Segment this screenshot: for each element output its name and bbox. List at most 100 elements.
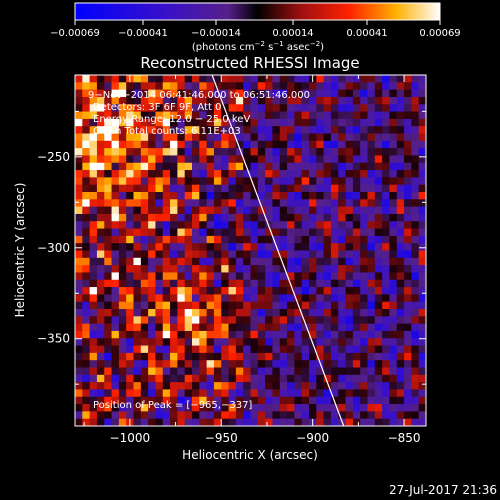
heatmap-cell xyxy=(360,294,368,302)
heatmap-cell xyxy=(323,177,332,185)
heatmap-cell xyxy=(235,170,244,178)
heatmap-cell xyxy=(140,199,149,207)
heatmap-cell xyxy=(382,235,390,244)
heatmap-cell xyxy=(404,243,412,251)
heatmap-cell xyxy=(213,148,222,156)
heatmap-cell xyxy=(257,96,266,105)
heatmap-cell xyxy=(338,272,346,281)
heatmap-cell xyxy=(228,396,237,405)
heatmap-cell xyxy=(82,243,90,251)
heatmap-cell xyxy=(272,111,281,120)
heatmap-cell xyxy=(404,82,412,90)
heatmap-cell xyxy=(411,323,419,332)
heatmap-cell xyxy=(411,213,419,222)
heatmap-cell xyxy=(243,148,251,156)
heatmap-cell xyxy=(96,404,105,412)
heatmap-cell xyxy=(111,272,120,281)
heatmap-cell xyxy=(162,411,171,419)
heatmap-cell xyxy=(316,89,324,98)
heatmap-cell xyxy=(330,272,339,281)
heatmap-cell xyxy=(235,118,244,127)
heatmap-cell xyxy=(287,272,295,281)
heatmap-cell xyxy=(118,294,127,302)
heatmap-cell xyxy=(228,104,237,112)
heatmap-cell xyxy=(360,330,368,339)
heatmap-cell xyxy=(389,155,398,164)
heatmap-cell xyxy=(221,118,229,127)
heatmap-cell xyxy=(330,177,339,185)
heatmap-cell xyxy=(287,389,295,398)
heatmap-cell xyxy=(82,148,90,156)
heatmap-cell xyxy=(213,228,222,237)
heatmap-cell xyxy=(360,228,368,237)
heatmap-cell xyxy=(418,170,426,178)
heatmap-cell xyxy=(213,155,222,164)
heatmap-cell xyxy=(389,118,398,127)
heatmap-cell xyxy=(309,360,317,368)
heatmap-cell xyxy=(213,243,222,251)
heatmap-cell xyxy=(170,221,178,229)
heatmap-cell xyxy=(162,301,171,310)
heatmap-cell xyxy=(360,235,368,244)
heatmap-cell xyxy=(272,75,281,83)
heatmap-cell xyxy=(118,352,127,361)
heatmap-cell xyxy=(382,323,390,332)
heatmap-cell xyxy=(272,374,281,383)
heatmap-cell xyxy=(148,330,156,339)
heatmap-cell xyxy=(221,170,229,178)
heatmap-cell xyxy=(104,184,112,193)
heatmap-cell xyxy=(265,250,273,259)
heatmap-cell xyxy=(265,177,273,185)
heatmap-cell xyxy=(206,199,215,207)
heatmap-cell xyxy=(75,126,83,134)
heatmap-cell xyxy=(162,367,171,376)
heatmap-cell xyxy=(213,104,222,112)
heatmap-cell xyxy=(148,184,156,193)
heatmap-cell xyxy=(111,89,120,98)
heatmap-cell xyxy=(213,257,222,266)
heatmap-cell xyxy=(265,192,273,200)
heatmap-cell xyxy=(243,140,251,149)
heatmap-cell xyxy=(338,279,346,288)
heatmap-cell xyxy=(221,389,229,398)
heatmap-cell xyxy=(257,221,266,229)
heatmap-cell xyxy=(221,367,229,376)
heatmap-cell xyxy=(155,221,164,229)
heatmap-cell xyxy=(338,104,346,112)
heatmap-cell xyxy=(250,345,259,354)
heatmap-cell xyxy=(309,265,317,273)
heatmap-cell xyxy=(148,118,156,127)
heatmap-cell xyxy=(360,177,368,185)
heatmap-cell xyxy=(140,330,149,339)
heatmap-cell xyxy=(221,265,229,273)
heatmap-cell xyxy=(104,265,112,273)
heatmap-cell xyxy=(345,345,354,354)
heatmap-cell xyxy=(221,309,229,317)
heatmap-cell xyxy=(411,192,419,200)
heatmap-cell xyxy=(352,111,361,120)
heatmap-cell xyxy=(221,418,229,426)
heatmap-cell xyxy=(104,111,112,120)
heatmap-cell xyxy=(75,96,83,105)
heatmap-cell xyxy=(418,177,426,185)
heatmap-cell xyxy=(382,104,390,112)
heatmap-cell xyxy=(89,396,98,405)
heatmap-cell xyxy=(257,89,266,98)
heatmap-cell xyxy=(389,228,398,237)
heatmap-cell xyxy=(352,404,361,412)
x-tick-label: −1000 xyxy=(110,431,151,445)
heatmap-cell xyxy=(316,352,324,361)
heatmap-cell xyxy=(170,148,178,156)
heatmap-cell xyxy=(250,206,259,215)
heatmap-cell xyxy=(170,228,178,237)
heatmap-cell xyxy=(104,301,112,310)
heatmap-cell xyxy=(155,374,164,383)
heatmap-cell xyxy=(184,96,193,105)
heatmap-cell xyxy=(235,257,244,266)
heatmap-cell xyxy=(155,309,164,317)
heatmap-cell xyxy=(316,411,324,419)
heatmap-cell xyxy=(309,367,317,376)
heatmap-cell xyxy=(294,104,302,112)
heatmap-cell xyxy=(382,367,390,376)
heatmap-cell xyxy=(272,89,281,98)
